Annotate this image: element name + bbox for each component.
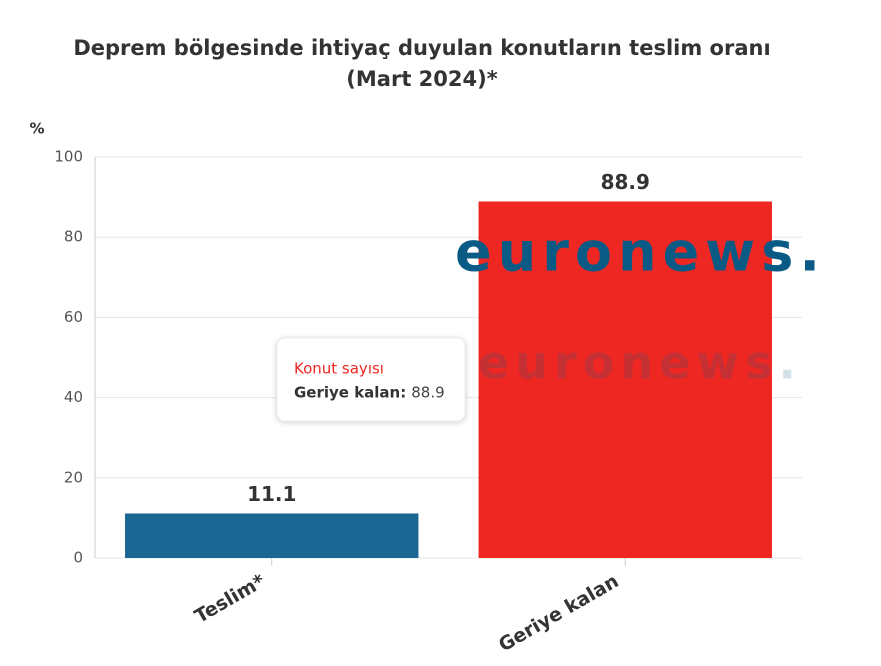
tooltip-value: 88.9: [411, 384, 444, 402]
bar: [478, 201, 772, 559]
y-tick-label: 0: [73, 549, 83, 567]
tooltip-title: Konut sayısı: [294, 360, 384, 378]
y-tick-label: 80: [64, 228, 83, 246]
tooltip-label: Geriye kalan:: [294, 384, 406, 402]
y-tick-label: 100: [54, 148, 83, 166]
bar: [125, 513, 419, 558]
tooltip-box: [276, 337, 466, 422]
y-tick-label: 40: [64, 388, 83, 406]
watermark: euronews.: [478, 336, 796, 390]
data-label: 88.9: [601, 170, 650, 194]
watermark: euronews.: [455, 221, 820, 284]
chart-title: (Mart 2024)*: [346, 67, 497, 91]
data-label: 11.1: [247, 482, 296, 506]
y-tick-label: 20: [64, 468, 83, 486]
x-tick-label: Geriye kalan: [495, 570, 623, 656]
y-tick-label: 60: [64, 308, 83, 326]
chart-title: Deprem bölgesinde ihtiyaç duyulan konutl…: [73, 36, 770, 60]
x-tick-label: Teslim*: [191, 570, 269, 628]
y-axis-label: %: [29, 120, 44, 138]
